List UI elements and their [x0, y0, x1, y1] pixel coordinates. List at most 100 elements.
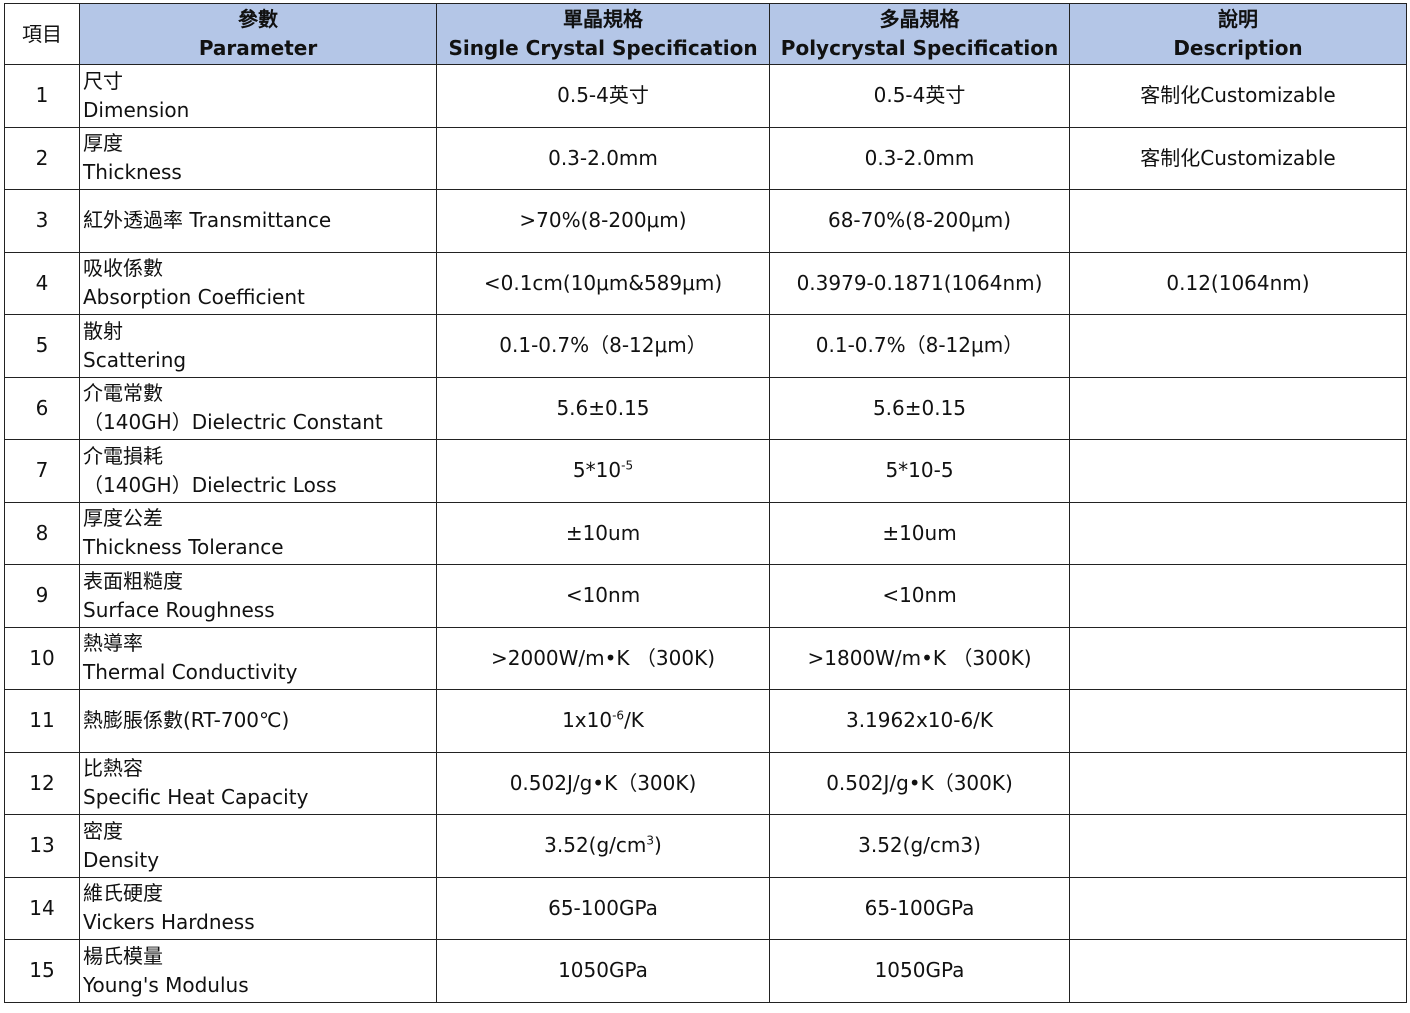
table-row: 12 比熱容 Specific Heat Capacity 0.502J/g•K（30… — [4, 751, 1407, 815]
single-crystal-exponent: -6 — [612, 708, 625, 723]
parameter-zh: 介電損耗 — [83, 443, 163, 468]
parameter-zh: 比熱容 — [83, 756, 143, 781]
parameter-zh: 散射 — [83, 318, 123, 343]
polycrystal-value: 0.3-2.0mm — [769, 126, 1070, 190]
single-crystal-exponent: 3 — [646, 833, 655, 848]
header-parameter-zh: 參數 — [238, 7, 278, 31]
header-item: 項目 — [4, 3, 80, 65]
single-crystal-value: <10nm — [436, 564, 770, 628]
description-value — [1069, 689, 1407, 753]
table-row: 14 維氏硬度 Vickers Hardness 65-100GPa 65-100GPa — [4, 876, 1407, 940]
polycrystal-value: 5*10-5 — [769, 439, 1070, 503]
description-value: 客制化Customizable — [1069, 64, 1407, 128]
header-single-en: Single Crystal Specification — [448, 36, 758, 60]
parameter-cell: 楊氏模量 Young's Modulus — [79, 939, 437, 1003]
polycrystal-value: 0.1-0.7%（8-12μm） — [769, 314, 1070, 378]
parameter-cell: 厚度 Thickness — [79, 126, 437, 190]
polycrystal-value: 0.3979-0.1871(1064nm) — [769, 251, 1070, 315]
header-description-en: Description — [1173, 36, 1303, 60]
row-number: 1 — [4, 64, 80, 128]
description-value — [1069, 939, 1407, 1003]
parameter-en: Density — [83, 847, 160, 872]
single-crystal-text: 1x10 — [562, 708, 613, 733]
parameter-en: Thickness — [83, 160, 182, 185]
row-number: 4 — [4, 251, 80, 315]
parameter-cell: 表面粗糙度 Surface Roughness — [79, 564, 437, 628]
parameter-en: Dimension — [83, 97, 190, 122]
single-crystal-text: ±10um — [565, 520, 641, 545]
header-poly-en: Polycrystal Specification — [780, 36, 1059, 60]
polycrystal-value: ±10um — [769, 501, 1070, 565]
single-crystal-text: <10nm — [565, 583, 641, 608]
row-number: 9 — [4, 564, 80, 628]
description-value — [1069, 314, 1407, 378]
header-single-zh: 單晶規格 — [563, 7, 643, 31]
description-value — [1069, 564, 1407, 628]
table-row: 11 熱膨脹係數(RT-700℃) 1x10-6/K 3.1962x10-6/K — [4, 689, 1407, 753]
parameter-cell: 紅外透過率 Transmittance — [79, 189, 437, 253]
description-value: 0.12(1064nm) — [1069, 251, 1407, 315]
row-number: 11 — [4, 689, 80, 753]
row-number: 7 — [4, 439, 80, 503]
description-value — [1069, 814, 1407, 878]
parameter-zh: 介電常數 — [83, 381, 163, 406]
row-number: 5 — [4, 314, 80, 378]
single-crystal-value: 5*10-5 — [436, 439, 770, 503]
polycrystal-value: <10nm — [769, 564, 1070, 628]
table-row: 6 介電常數 （140GH）Dielectric Constant 5.6±0.15 5… — [4, 376, 1407, 440]
parameter-zh: 尺寸 — [83, 68, 123, 93]
single-crystal-text: 65-100GPa — [548, 895, 658, 920]
description-value — [1069, 439, 1407, 503]
table-row: 15 楊氏模量 Young's Modulus 1050GPa 1050GPa — [4, 939, 1407, 1003]
single-crystal-text: 3.52(g/cm — [544, 833, 647, 858]
parameter-en: Specific Heat Capacity — [83, 785, 309, 810]
polycrystal-value: 1050GPa — [769, 939, 1070, 1003]
header-description-zh: 說明 — [1218, 7, 1258, 31]
single-crystal-value: 1x10-6/K — [436, 689, 770, 753]
row-number: 15 — [4, 939, 80, 1003]
polycrystal-value: 0.5-4英寸 — [769, 64, 1070, 128]
header-polycrystal: 多晶規格 Polycrystal Specification — [769, 3, 1070, 65]
polycrystal-value: 3.52(g/cm3) — [769, 814, 1070, 878]
single-crystal-value: 65-100GPa — [436, 876, 770, 940]
parameter-zh: 厚度 — [83, 131, 123, 156]
parameter-cell: 熱膨脹係數(RT-700℃) — [79, 689, 437, 753]
single-crystal-suffix: ) — [654, 833, 662, 858]
table-row: 5 散射 Scattering 0.1-0.7%（8-12μm） 0.1-0.7%（8-… — [4, 314, 1407, 378]
row-number: 10 — [4, 626, 80, 690]
polycrystal-value: 68-70%(8-200μm) — [769, 189, 1070, 253]
single-crystal-text: 0.1-0.7%（8-12μm） — [499, 333, 707, 358]
parameter-zh: 紅外透過率 Transmittance — [83, 208, 332, 233]
polycrystal-value: 5.6±0.15 — [769, 376, 1070, 440]
row-number: 6 — [4, 376, 80, 440]
single-crystal-text: 5.6±0.15 — [556, 395, 650, 420]
single-crystal-value: 0.5-4英寸 — [436, 64, 770, 128]
single-crystal-text: <0.1cm(10μm&589μm) — [483, 270, 723, 295]
single-crystal-value: >70%(8-200μm) — [436, 189, 770, 253]
parameter-en: Surface Roughness — [83, 597, 275, 622]
row-number: 12 — [4, 751, 80, 815]
parameter-cell: 介電常數 （140GH）Dielectric Constant — [79, 376, 437, 440]
single-crystal-value: 0.1-0.7%（8-12μm） — [436, 314, 770, 378]
parameter-cell: 維氏硬度 Vickers Hardness — [79, 876, 437, 940]
header-parameter: 參數 Parameter — [79, 3, 437, 65]
table-row: 9 表面粗糙度 Surface Roughness <10nm <10nm — [4, 564, 1407, 628]
table-row: 3 紅外透過率 Transmittance >70%(8-200μm) 68-70%(… — [4, 189, 1407, 253]
single-crystal-value: 5.6±0.15 — [436, 376, 770, 440]
single-crystal-text: 0.3-2.0mm — [548, 145, 658, 170]
table-row: 4 吸收係數 Absorption Coefficient <0.1cm(10μm&5… — [4, 251, 1407, 315]
parameter-en: （140GH）Dielectric Loss — [83, 472, 337, 497]
parameter-zh: 表面粗糙度 — [83, 568, 183, 593]
description-value — [1069, 501, 1407, 565]
single-crystal-value: 1050GPa — [436, 939, 770, 1003]
description-value: 客制化Customizable — [1069, 126, 1407, 190]
polycrystal-value: 0.502J/g•K（300K) — [769, 751, 1070, 815]
parameter-en: Thickness Tolerance — [83, 535, 284, 560]
parameter-en: Young's Modulus — [83, 972, 249, 997]
single-crystal-text: 5*10 — [572, 458, 622, 483]
row-number: 2 — [4, 126, 80, 190]
parameter-cell: 介電損耗 （140GH）Dielectric Loss — [79, 439, 437, 503]
table-row: 10 熱導率 Thermal Conductivity >2000W/m•K （300… — [4, 626, 1407, 690]
parameter-cell: 吸收係數 Absorption Coefficient — [79, 251, 437, 315]
description-value — [1069, 189, 1407, 253]
